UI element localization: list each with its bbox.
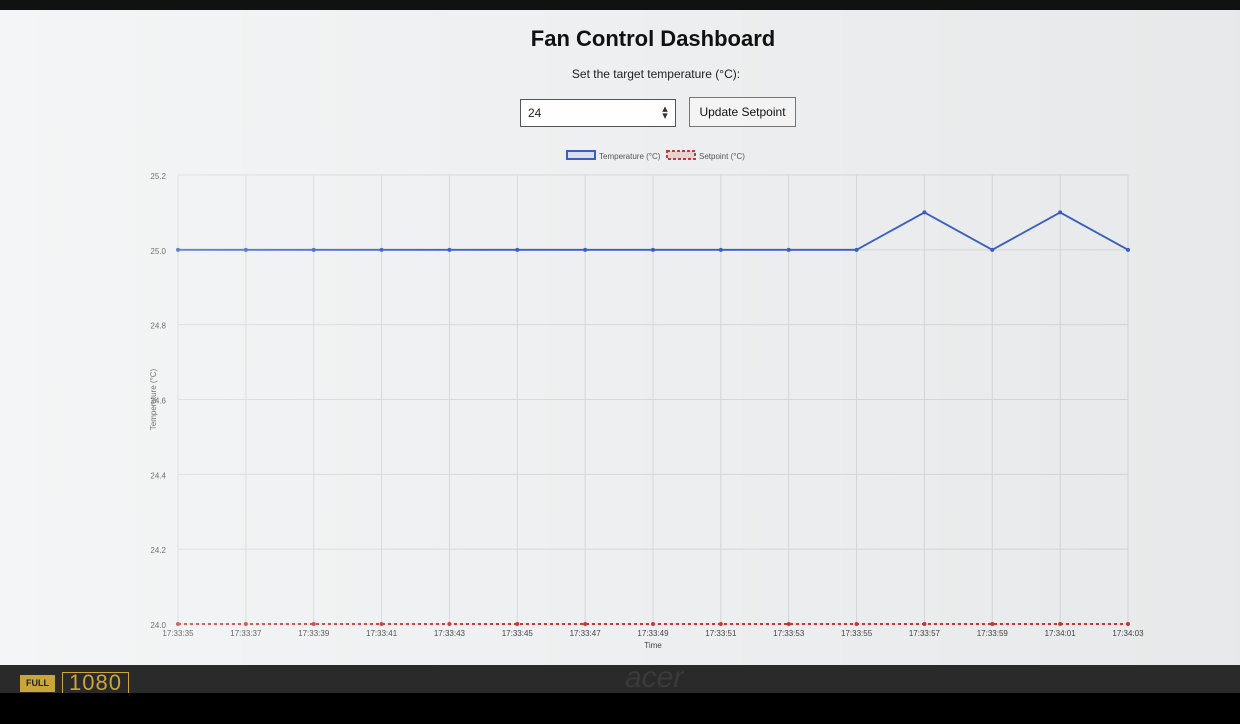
legend-swatch (566, 150, 596, 160)
temperature-chart: 24.0 24.2 24.4 24.6 24.8 25.0 25.2 17:33:35 17:3… (149, 150, 1144, 650)
x-tick-label: 17:33:37 (230, 629, 262, 638)
temperature-point (854, 247, 859, 252)
setpoint-input[interactable]: 24 (520, 99, 676, 127)
y-tick-label: 25.2 (150, 172, 166, 181)
y-axis-title: Temperature (°C) (149, 368, 158, 430)
monitor-bezel: acer (0, 661, 1240, 694)
setpoint-point (990, 622, 995, 626)
x-axis-title: Time (644, 641, 662, 650)
monitor-brand-logo: acer (625, 661, 684, 694)
x-tick-label: 17:33:47 (570, 629, 602, 638)
setpoint-point (922, 622, 927, 626)
temperature-point (311, 247, 316, 252)
temperature-point (1126, 247, 1130, 252)
setpoint-point (311, 622, 316, 626)
temperature-point (718, 247, 723, 252)
x-tick-label: 17:33:55 (841, 629, 873, 638)
temperature-point (922, 210, 927, 215)
x-tick-label: 17:34:03 (1112, 629, 1144, 638)
setpoint-point (1126, 622, 1130, 626)
x-tick-label: 17:33:41 (366, 629, 398, 638)
setpoint-point (243, 622, 248, 626)
setpoint-point (379, 622, 384, 626)
setpoint-point (583, 622, 588, 626)
temperature-point (786, 247, 791, 252)
x-tick-label: 17:33:59 (977, 629, 1009, 638)
temperature-point (1058, 210, 1063, 215)
temperature-point (651, 247, 655, 252)
x-tick-label: 17:33:43 (434, 629, 466, 638)
setpoint-point (176, 622, 180, 626)
top-frame (0, 0, 1240, 10)
setpoint-point (651, 622, 655, 626)
x-tick-label: 17:34:01 (1045, 629, 1077, 638)
setpoint-point (515, 622, 520, 626)
y-tick-label: 24.2 (150, 546, 166, 555)
x-tick-label: 17:33:35 (162, 629, 194, 638)
legend-label: Setpoint (°C) (699, 152, 745, 161)
update-setpoint-button[interactable]: Update Setpoint (689, 97, 796, 127)
x-tick-label: 17:33:53 (773, 629, 805, 638)
bottom-frame (0, 693, 1240, 724)
setpoint-point (786, 622, 791, 626)
x-tick-label: 17:33:45 (502, 629, 534, 638)
setpoint-prompt-label: Set the target temperature (°C): (571, 67, 741, 81)
y-tick-label: 24.0 (150, 621, 166, 630)
x-tick-label: 17:33:57 (909, 629, 941, 638)
x-tick-label: 17:33:49 (637, 629, 669, 638)
legend-label: Temperature (°C) (599, 152, 661, 161)
setpoint-point (1058, 622, 1063, 626)
temperature-point (583, 247, 588, 252)
temperature-point (379, 247, 384, 252)
full-mode-badge: FULL (20, 675, 55, 692)
x-tick-label: 17:33:51 (705, 629, 737, 638)
setpoint-point (718, 622, 723, 626)
temperature-point (176, 247, 180, 252)
temperature-point (515, 247, 520, 252)
y-tick-label: 24.6 (150, 397, 166, 406)
setpoint-point (447, 622, 452, 626)
temperature-point (243, 247, 248, 252)
y-tick-label: 25.0 (150, 247, 166, 256)
page-title: Fan Control Dashboard (530, 26, 776, 51)
temperature-point (447, 247, 452, 252)
setpoint-point (854, 622, 859, 626)
y-tick-label: 24.4 (150, 471, 166, 480)
temperature-point (990, 247, 995, 252)
legend-swatch (666, 150, 696, 160)
resolution-badge: 1080 (62, 672, 129, 694)
y-tick-label: 24.8 (150, 322, 166, 331)
dashboard-screen: Fan Control Dashboard Set the target tem… (0, 10, 1240, 665)
spinner-arrows-icon[interactable]: ▴ ▾ (662, 103, 668, 122)
x-tick-label: 17:33:39 (298, 629, 330, 638)
